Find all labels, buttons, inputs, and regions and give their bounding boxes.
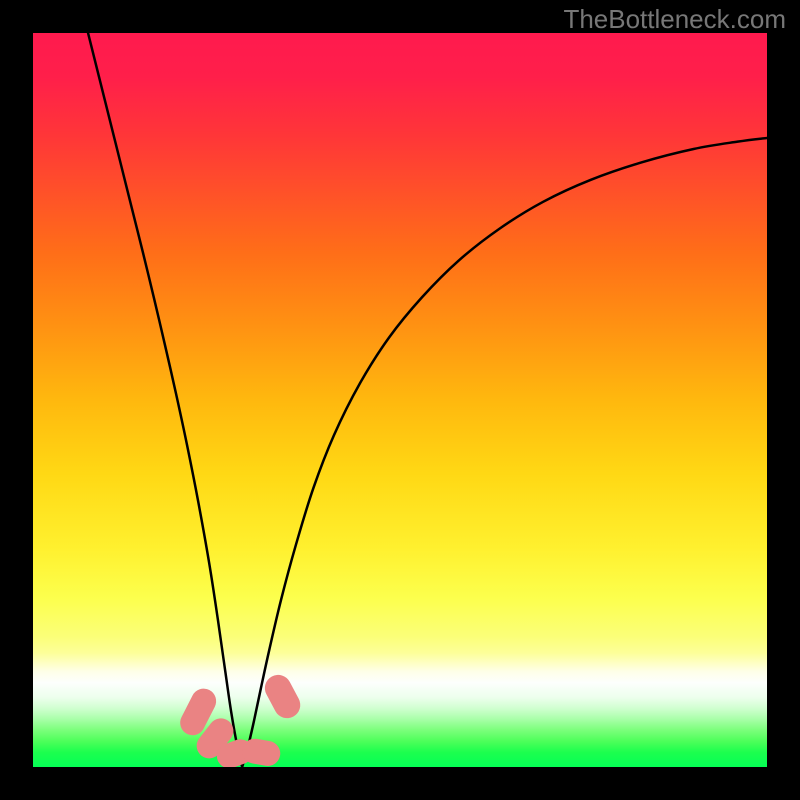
watermark-text: TheBottleneck.com — [563, 4, 786, 35]
plot-area — [33, 33, 767, 767]
markers-layer — [33, 33, 767, 767]
marker-pill — [260, 670, 305, 723]
chart-frame: TheBottleneck.com — [0, 0, 800, 800]
